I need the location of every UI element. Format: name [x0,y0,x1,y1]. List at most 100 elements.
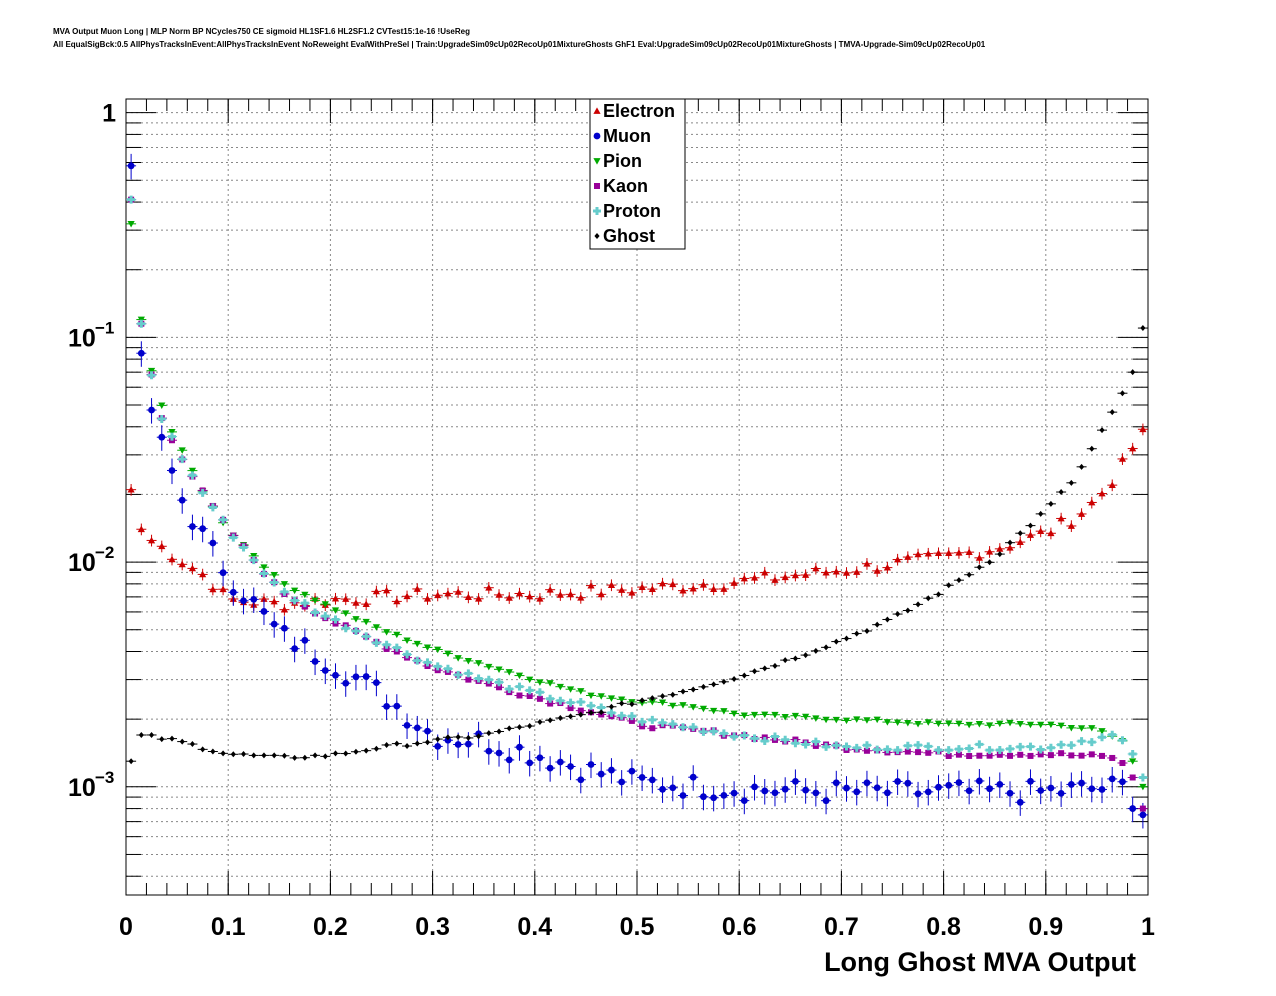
data-point [658,718,667,727]
x-tick-label: 0.6 [722,913,757,941]
data-point [1047,752,1054,759]
data-point [863,717,871,724]
data-point [904,720,912,727]
data-point [332,620,339,627]
data-point [1046,743,1055,752]
data-point [924,788,932,796]
data-point [689,585,697,592]
data-point [761,569,769,576]
data-point [1026,721,1035,729]
chart-title-line-1: MVA Output Muon Long | MLP Norm BP NCycl… [53,27,470,36]
data-point [669,702,677,710]
data-point [1130,369,1136,376]
data-point [730,579,738,586]
data-point [965,744,974,753]
data-point [353,748,359,755]
data-point [914,721,922,728]
data-point [383,629,391,636]
data-point [526,592,534,600]
data-point [812,742,819,749]
data-point [670,691,676,698]
data-point [720,708,728,715]
data-point [495,666,503,673]
data-point [455,733,461,740]
data-point [423,644,432,652]
data-point [762,665,768,672]
legend: Electron Muon Pion Kaon Proton Ghost [589,98,686,250]
data-point [843,635,850,642]
data-point [537,718,543,725]
data-point [914,790,922,798]
data-point [423,595,432,602]
data-point [864,627,870,634]
data-point [1098,489,1106,497]
data-point [597,590,605,598]
data-point [608,766,615,774]
data-point [1139,805,1146,812]
data-point [935,591,942,598]
data-point [1057,722,1065,730]
data-point [515,672,524,680]
data-point [659,693,666,700]
data-point [669,784,677,792]
data-point [465,676,472,683]
data-point [178,496,186,504]
data-point [259,569,268,578]
data-point [812,715,820,722]
data-point [710,707,718,715]
data-point [1026,531,1035,538]
data-point [985,548,994,555]
data-point [210,748,216,755]
data-point [1140,325,1146,332]
data-point [229,588,237,596]
data-point [383,702,391,710]
data-point [771,789,779,797]
data-point [301,591,309,599]
data-point [934,720,943,728]
data-point [127,162,135,170]
data-point [679,702,687,709]
data-point [1108,730,1117,739]
data-point [495,749,503,757]
data-point [781,785,789,793]
data-point [1067,725,1075,732]
data-point [862,741,871,750]
data-point [1138,773,1147,782]
data-point [1047,721,1055,729]
data-point [577,776,585,784]
data-point [1099,427,1105,434]
data-point [811,737,820,746]
data-point [362,673,370,680]
data-point [832,741,841,750]
data-point [342,610,350,617]
data-point [292,754,298,761]
data-point [1077,725,1086,732]
data-point [791,571,800,579]
data-point [690,686,696,693]
data-point [1077,510,1086,517]
data-point [300,599,309,608]
legend-marker-pion [593,158,601,165]
data-point [188,471,197,480]
data-point [219,515,228,524]
data-point [526,692,533,699]
data-point [495,678,504,687]
data-point [311,608,320,617]
data-point [505,669,513,676]
data-point [801,740,810,749]
data-point [883,564,891,571]
x-tick-label: 0.3 [415,913,450,941]
data-point [351,627,360,636]
data-point [168,555,176,563]
data-point [1058,750,1065,757]
legend-marker-proton [593,207,601,215]
data-point [699,581,708,588]
data-point [169,735,175,742]
data-point [1036,745,1045,754]
data-point [342,679,350,687]
data-point [966,571,972,578]
data-point [607,708,616,717]
data-point [883,745,892,754]
data-point [394,740,400,747]
data-point [730,789,738,797]
